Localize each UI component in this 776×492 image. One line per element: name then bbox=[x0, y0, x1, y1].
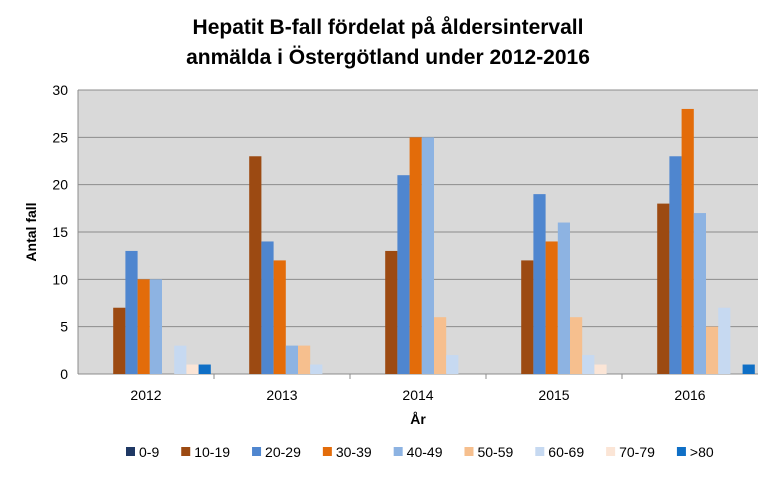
legend-item: 30-39 bbox=[322, 444, 372, 460]
legend-label: 10-19 bbox=[194, 444, 230, 460]
bar bbox=[198, 364, 211, 374]
bar bbox=[681, 108, 694, 374]
bar bbox=[657, 203, 670, 374]
bar bbox=[285, 345, 298, 374]
y-tick-label: 25 bbox=[52, 129, 68, 145]
bar bbox=[125, 250, 138, 374]
legend-swatch bbox=[252, 447, 262, 456]
y-tick-label: 30 bbox=[52, 82, 68, 98]
x-tick-label: 2013 bbox=[266, 387, 297, 403]
bar bbox=[409, 137, 422, 374]
chart-title-line-2: anmälda i Östergötland under 2012-2016 bbox=[186, 46, 590, 69]
bar bbox=[533, 194, 546, 374]
legend-swatch bbox=[322, 447, 332, 456]
legend-item: 0-9 bbox=[126, 444, 159, 460]
legend-swatch bbox=[126, 447, 135, 456]
bar bbox=[421, 137, 434, 374]
y-tick-label: 0 bbox=[60, 366, 68, 382]
legend-swatch bbox=[535, 447, 545, 456]
bar bbox=[557, 222, 570, 374]
bar bbox=[298, 345, 311, 374]
bar bbox=[310, 364, 323, 374]
legend-swatch bbox=[393, 447, 403, 456]
bar bbox=[149, 279, 162, 374]
y-tick-label: 5 bbox=[60, 319, 68, 335]
x-tick-label: 2014 bbox=[402, 387, 433, 403]
bar bbox=[706, 326, 719, 374]
legend-label: 20-29 bbox=[265, 444, 301, 460]
x-tick-label: 2015 bbox=[538, 387, 569, 403]
bar bbox=[742, 364, 755, 374]
bar bbox=[273, 260, 286, 374]
bar bbox=[521, 260, 534, 374]
bar bbox=[594, 364, 607, 374]
legend-label: 40-49 bbox=[407, 444, 443, 460]
legend-label: 0-9 bbox=[139, 444, 159, 460]
x-tick-label: 2016 bbox=[674, 387, 705, 403]
bar bbox=[113, 307, 126, 374]
legend-item: 10-19 bbox=[181, 444, 230, 460]
legend-label: 50-59 bbox=[477, 444, 513, 460]
y-axis-label: Antal fall bbox=[23, 202, 39, 261]
y-tick-label: 15 bbox=[52, 224, 68, 240]
bar bbox=[669, 156, 682, 374]
plot-area: 0 5 10 15 20 25 30 2012 2013 2014 2015 2016 bbox=[52, 82, 758, 403]
bar bbox=[570, 317, 583, 374]
legend-item: 40-49 bbox=[393, 444, 443, 460]
legend-item: 70-79 bbox=[606, 444, 655, 460]
bar bbox=[186, 364, 199, 374]
legend-item: 60-69 bbox=[535, 444, 584, 460]
y-tick-label: 20 bbox=[52, 177, 68, 193]
legend: 0-9 10-19 20-29 30-39 40-49 50-59 60-69 70-79 >8… bbox=[126, 444, 714, 460]
x-tick-label: 2012 bbox=[130, 387, 161, 403]
bar bbox=[582, 355, 595, 374]
bar bbox=[718, 307, 731, 374]
bar bbox=[137, 279, 150, 374]
bar bbox=[446, 355, 459, 374]
bar bbox=[545, 241, 558, 374]
y-tick-label: 10 bbox=[52, 271, 68, 287]
bar bbox=[261, 241, 274, 374]
legend-swatch bbox=[464, 447, 474, 456]
bar bbox=[397, 175, 410, 374]
legend-label: 30-39 bbox=[336, 444, 372, 460]
legend-label: 70-79 bbox=[619, 444, 655, 460]
chart-title-line-1: Hepatit B-fall fördelat på åldersinterva… bbox=[193, 16, 584, 39]
legend-swatch bbox=[181, 447, 191, 456]
legend-swatch bbox=[606, 447, 616, 456]
legend-item: 50-59 bbox=[464, 444, 514, 460]
bar bbox=[249, 156, 262, 374]
bar bbox=[434, 317, 447, 374]
bar bbox=[174, 345, 187, 374]
legend-label: 60-69 bbox=[548, 444, 584, 460]
legend-item: 20-29 bbox=[252, 444, 301, 460]
legend-item: >80 bbox=[676, 444, 714, 460]
bar bbox=[385, 250, 398, 374]
legend-swatch bbox=[676, 447, 686, 456]
legend-label: >80 bbox=[690, 444, 714, 460]
bar bbox=[693, 213, 706, 374]
x-axis-label: År bbox=[410, 411, 426, 427]
